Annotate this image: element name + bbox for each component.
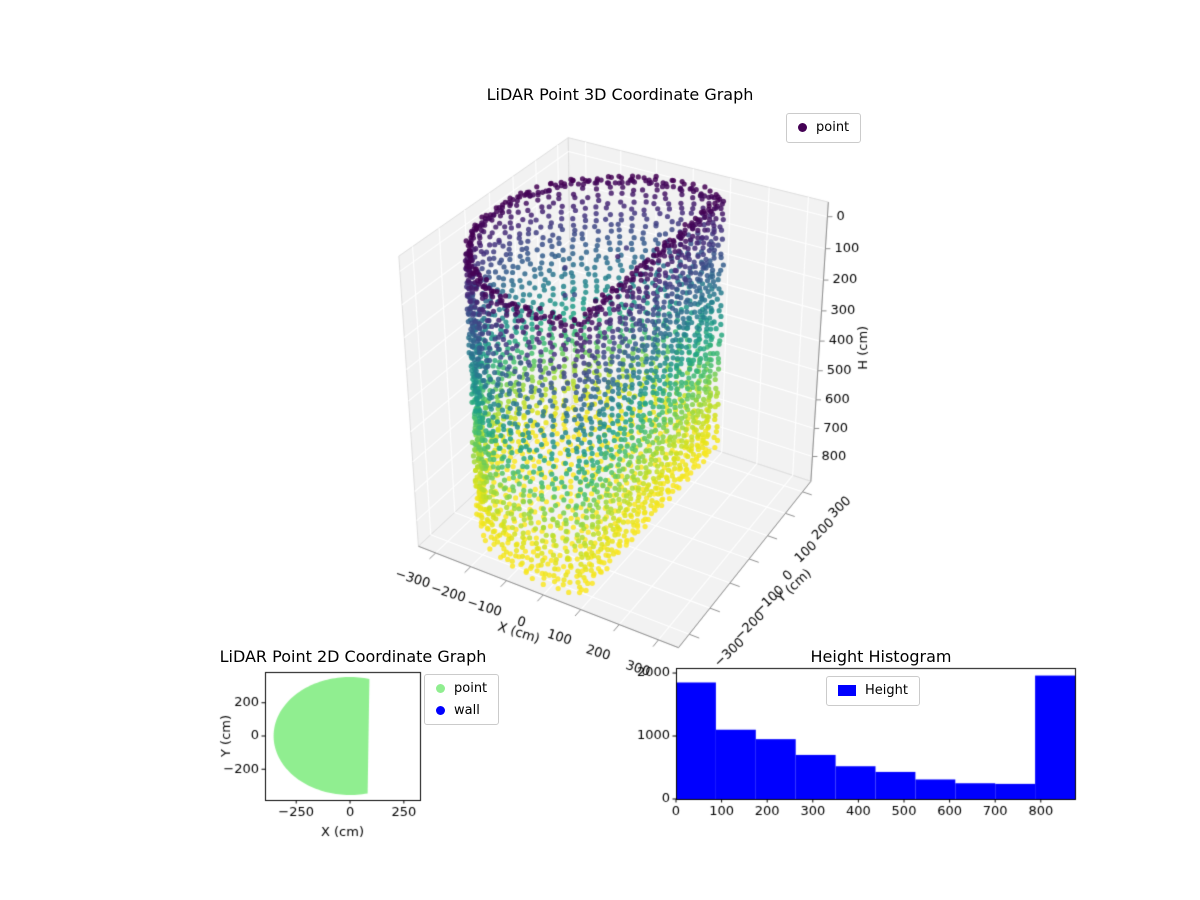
legend-item-point: point [798,119,849,137]
scatter3d-legend: point [786,113,862,143]
legend-label-wall: wall [454,702,480,718]
legend-label-height: Height [865,683,908,698]
scatter3d-canvas [330,95,910,705]
scatter2d-canvas [195,660,455,860]
legend-label-point-2d: point [454,681,488,696]
legend-label-point: point [816,120,850,135]
legend-item-wall: wall [436,702,487,720]
point-marker-icon [436,684,445,694]
scatter2d-legend: point wall [424,674,500,726]
wall-marker-icon [436,705,445,715]
point-marker-icon [798,123,807,133]
histogram-legend: Height [826,676,920,706]
height-bar-marker-icon [838,685,856,697]
legend-item-height: Height [838,682,908,700]
legend-item-point-2d: point [436,680,487,698]
